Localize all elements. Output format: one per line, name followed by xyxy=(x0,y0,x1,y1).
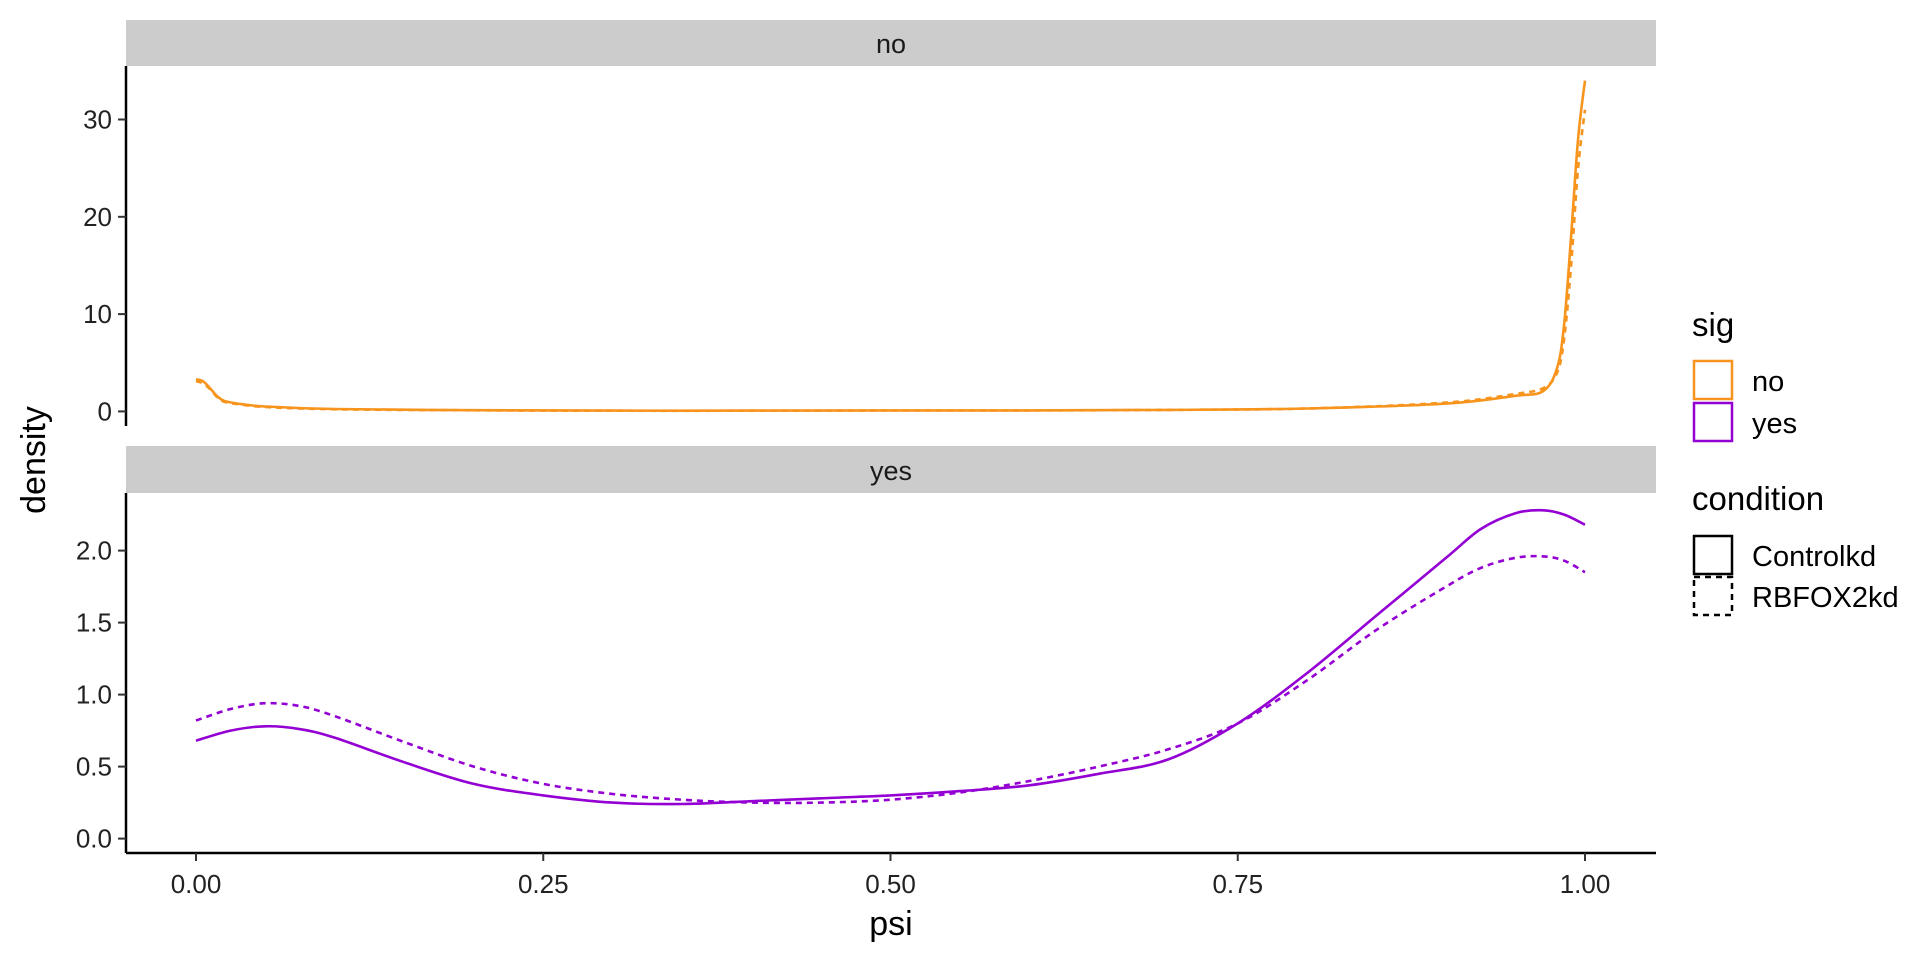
y-tick-label: 30 xyxy=(83,105,112,135)
strip-yes-background xyxy=(126,446,1656,493)
panel-yes-series xyxy=(195,508,1586,806)
panel-no-series xyxy=(195,80,1587,413)
x-ticks: 0.00 0.25 0.50 0.75 1.00 xyxy=(171,853,1611,899)
y-axis-title: density xyxy=(15,406,53,514)
x-tick-label: 0.00 xyxy=(171,869,222,899)
y-tick-label: 0 xyxy=(98,396,112,426)
series-yes-controlkd xyxy=(195,508,1586,806)
series-no-rbfox2kd xyxy=(195,109,1587,413)
y-tick-label: 0.5 xyxy=(76,752,112,782)
x-tick-label: 0.50 xyxy=(865,869,916,899)
series-yes-rbfox2kd xyxy=(195,554,1586,805)
strip-no-label: no xyxy=(876,29,906,59)
y-tick-label: 0.0 xyxy=(76,824,112,854)
panel-no-y-ticks: 0 10 20 30 xyxy=(83,105,126,426)
legend-label-yes: yes xyxy=(1752,408,1797,440)
legend-key-no xyxy=(1692,359,1734,401)
y-tick-label: 10 xyxy=(83,299,112,329)
legend-label-controlkd: Controlkd xyxy=(1752,541,1876,573)
strip-yes-label: yes xyxy=(870,456,912,486)
legend-key-rbfox2kd xyxy=(1692,575,1734,617)
series-no-controlkd xyxy=(195,80,1587,412)
panel-yes-y-ticks: 0.0 0.5 1.0 1.5 2.0 xyxy=(76,536,126,854)
x-axis-title: psi xyxy=(869,905,912,943)
strip-no-background xyxy=(126,20,1656,66)
panel-yes: yes 0.0 0.5 1.0 1.5 2.0 0.00 0.25 0.50 0.75 1.00 xyxy=(76,446,1656,899)
y-tick-label: 1.0 xyxy=(76,680,112,710)
x-tick-label: 1.00 xyxy=(1560,869,1611,899)
legend-key-controlkd xyxy=(1692,534,1734,576)
y-tick-label: 1.5 xyxy=(76,608,112,638)
x-tick-label: 0.25 xyxy=(518,869,569,899)
legend-sig-title: sig xyxy=(1692,306,1734,343)
y-tick-label: 20 xyxy=(83,202,112,232)
legend-key-yes xyxy=(1692,401,1734,443)
y-tick-label: 2.0 xyxy=(76,536,112,566)
x-tick-label: 0.75 xyxy=(1212,869,1263,899)
panel-no: no 0 10 20 30 xyxy=(83,20,1656,426)
legend-condition-title: condition xyxy=(1692,480,1824,517)
legend: sig no yes condition Controlkd RBFOX2kd xyxy=(1692,306,1899,617)
legend-label-rbfox2kd: RBFOX2kd xyxy=(1752,582,1899,614)
legend-label-no: no xyxy=(1752,366,1784,398)
